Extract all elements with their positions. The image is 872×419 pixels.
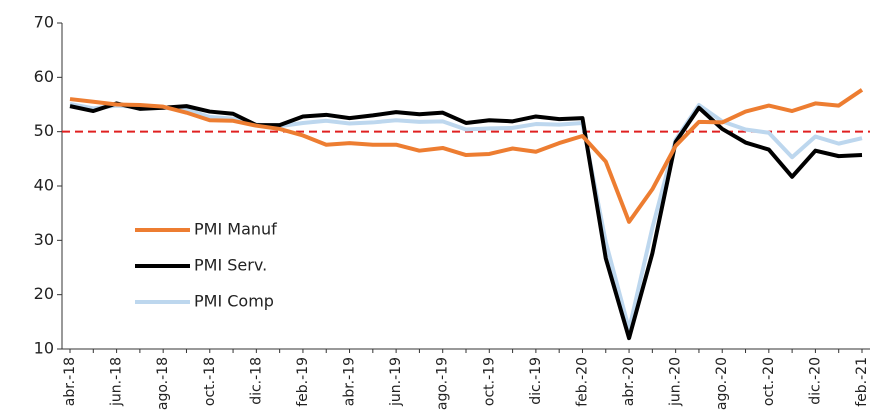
x-tick-label: dic.-20	[807, 357, 823, 405]
x-tick-label: oct.-19	[481, 357, 497, 406]
y-tick-label: 40	[34, 176, 54, 195]
legend-label: PMI Serv.	[194, 256, 267, 275]
x-tick-label: jun.-19	[388, 357, 404, 407]
legend-label: PMI Comp	[194, 292, 274, 311]
x-tick-label: feb.-21	[854, 357, 870, 407]
x-tick-label: oct.-18	[202, 357, 218, 406]
x-tick-label: jun.-18	[109, 357, 125, 407]
series-line	[69, 88, 864, 224]
x-tick-label: ago.-20	[714, 357, 730, 410]
y-tick-label: 20	[34, 284, 54, 303]
series-line	[69, 101, 863, 332]
x-tick-label: feb.-19	[295, 357, 311, 407]
series-line	[69, 101, 863, 341]
y-tick-label: 10	[34, 339, 54, 358]
x-tick-label: abr.-18	[62, 357, 78, 406]
x-tick-label: abr.-20	[621, 357, 637, 406]
x-tick-label: dic.-18	[248, 357, 264, 405]
y-tick-label: 30	[34, 230, 54, 249]
x-tick-label: ago.-18	[155, 357, 171, 410]
y-tick-label: 50	[34, 121, 54, 140]
y-tick-label: 60	[34, 67, 54, 86]
x-tick-label: feb.-20	[574, 357, 590, 407]
x-tick-label: jun.-20	[668, 357, 684, 407]
x-tick-label: abr.-19	[342, 357, 358, 406]
legend-label: PMI Manuf	[194, 220, 277, 239]
x-tick-label: dic.-19	[528, 357, 544, 405]
x-tick-label: oct.-20	[761, 357, 777, 406]
x-tick-label: ago.-19	[435, 357, 451, 410]
y-tick-label: 70	[34, 13, 54, 32]
